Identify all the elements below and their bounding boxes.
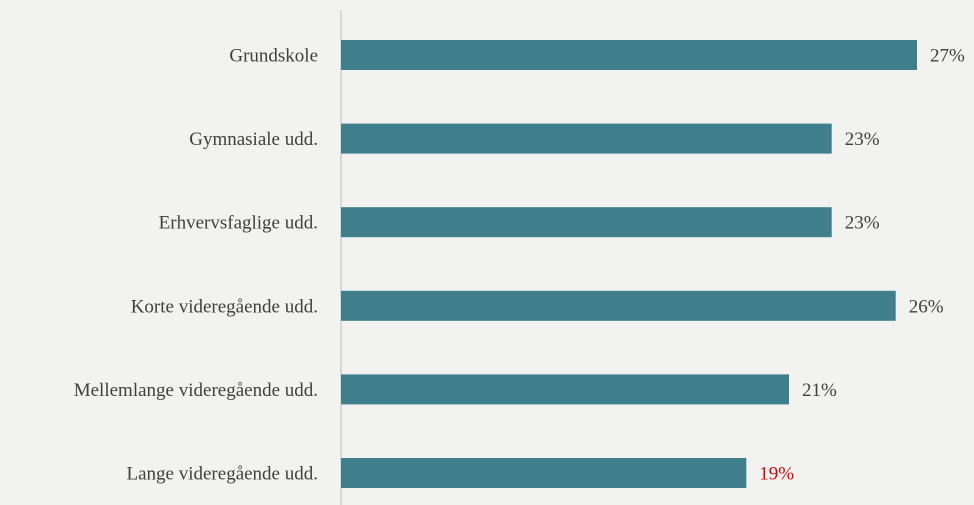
category-label-4: Korte videregående udd. xyxy=(131,296,318,317)
category-label-6: Lange videregående udd. xyxy=(127,464,319,485)
bars-layer xyxy=(341,40,917,488)
value-label-3: 23% xyxy=(845,213,880,234)
bar-5 xyxy=(341,374,789,405)
bar-6 xyxy=(341,458,747,488)
bar-4 xyxy=(341,290,896,321)
category-labels-layer: Grundskole Gymnasiale udd. Erhvervsfaglige… xyxy=(74,46,318,485)
category-label-2: Gymnasiale udd. xyxy=(189,129,318,150)
value-label-4: 26% xyxy=(909,296,944,317)
bar-3 xyxy=(341,207,832,238)
category-label-3: Erhvervsfaglige udd. xyxy=(159,213,318,234)
category-label-1: Grundskole xyxy=(229,46,318,67)
value-label-6: 19% xyxy=(759,464,794,485)
bar-1 xyxy=(341,40,917,70)
value-labels-layer: 27% 23% 23% 26% 21% 19% xyxy=(759,46,965,485)
bar-2 xyxy=(341,123,832,154)
value-label-2: 23% xyxy=(845,129,880,150)
value-label-1: 27% xyxy=(930,46,965,67)
category-label-5: Mellemlange videregående udd. xyxy=(74,380,318,401)
value-label-5: 21% xyxy=(802,380,837,401)
